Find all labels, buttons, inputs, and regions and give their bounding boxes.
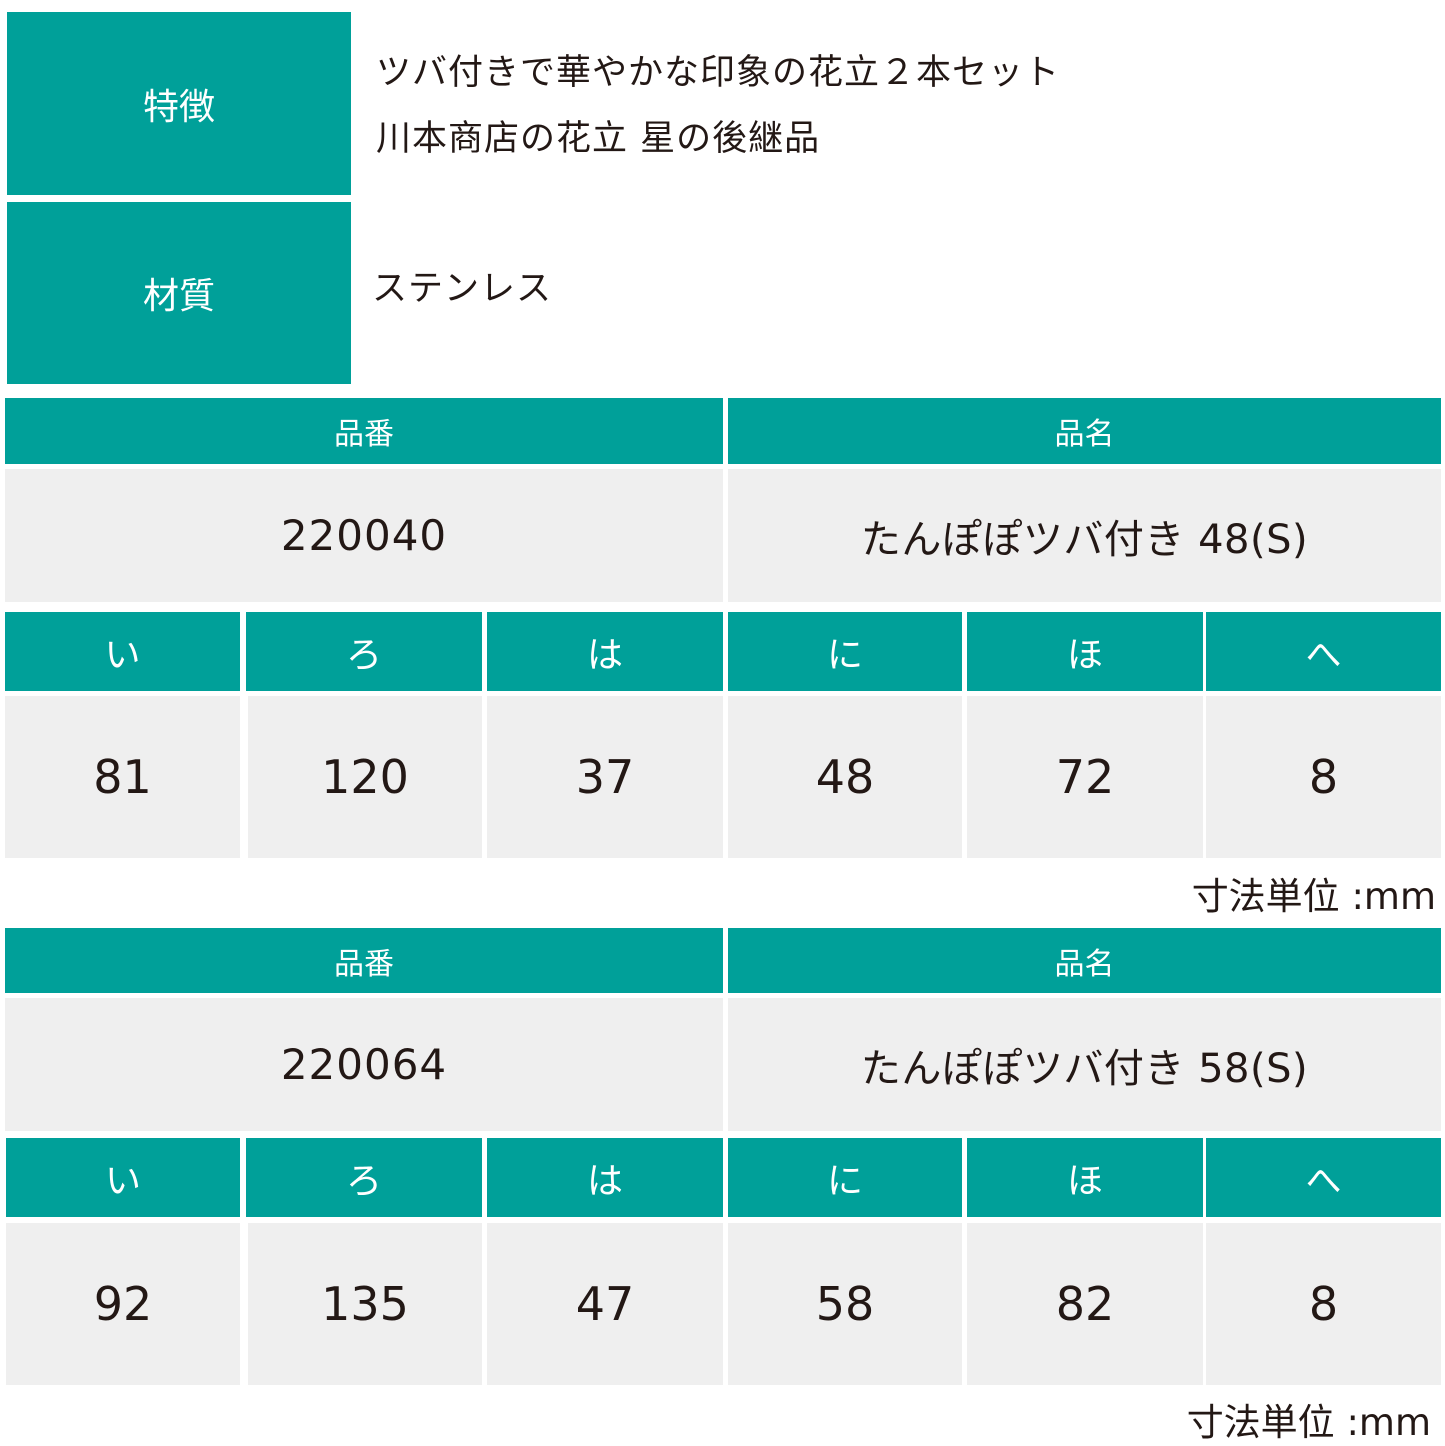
dimension-header-ro: ろ bbox=[246, 1138, 482, 1217]
dimension-value-ro: 135 bbox=[248, 1223, 482, 1385]
dimension-value-ha: 47 bbox=[487, 1223, 723, 1385]
product-name-header: 品名 bbox=[728, 398, 1441, 464]
dimension-header-ni: に bbox=[728, 1138, 962, 1217]
dimension-value-i: 92 bbox=[6, 1223, 240, 1385]
dimension-header-ni: に bbox=[728, 612, 962, 691]
dimension-header-he: へ bbox=[1206, 1138, 1441, 1217]
dimension-header-ro: ろ bbox=[246, 612, 482, 691]
product-name-header: 品名 bbox=[728, 928, 1441, 993]
dimension-header-i: い bbox=[6, 1138, 240, 1217]
dimension-value-i: 81 bbox=[5, 696, 240, 858]
spec-label-material: 材質 bbox=[7, 202, 351, 384]
dimension-header-he: へ bbox=[1206, 612, 1441, 691]
spec-feature-line-2: 川本商店の花立 星の後継品 bbox=[376, 119, 821, 159]
spec-feature-line-1: ツバ付きで華やかな印象の花立２本セット bbox=[376, 53, 1061, 93]
dimension-value-ho: 82 bbox=[967, 1223, 1203, 1385]
product-code-header: 品番 bbox=[5, 398, 723, 464]
product-name: たんぽぽツバ付き 58(S) bbox=[728, 998, 1441, 1131]
dimension-header-ha: は bbox=[487, 612, 723, 691]
dimension-value-he: 8 bbox=[1206, 1223, 1441, 1385]
dimension-header-ho: ほ bbox=[967, 1138, 1203, 1217]
dimension-value-ni: 48 bbox=[728, 696, 962, 858]
product-code: 220064 bbox=[5, 998, 723, 1131]
dimension-header-ho: ほ bbox=[967, 612, 1203, 691]
dimension-value-ha: 37 bbox=[487, 696, 723, 858]
spec-value-features: ツバ付きで華やかな印象の花立２本セット 川本商店の花立 星の後継品 bbox=[376, 40, 1436, 172]
dimension-value-ro: 120 bbox=[248, 696, 482, 858]
dimension-value-he: 8 bbox=[1206, 696, 1441, 858]
dimension-header-i: い bbox=[5, 612, 240, 691]
product-code: 220040 bbox=[5, 469, 723, 602]
unit-note: 寸法単位 :mm bbox=[1186, 1401, 1431, 1444]
spec-value-material: ステンレス bbox=[372, 269, 553, 309]
dimension-value-ni: 58 bbox=[728, 1223, 962, 1385]
product-name: たんぽぽツバ付き 48(S) bbox=[728, 469, 1441, 602]
unit-note: 寸法単位 :mm bbox=[1191, 875, 1436, 918]
spec-label-features: 特徴 bbox=[7, 12, 351, 195]
product-code-header: 品番 bbox=[5, 928, 723, 993]
dimension-value-ho: 72 bbox=[967, 696, 1203, 858]
dimension-header-ha: は bbox=[487, 1138, 723, 1217]
